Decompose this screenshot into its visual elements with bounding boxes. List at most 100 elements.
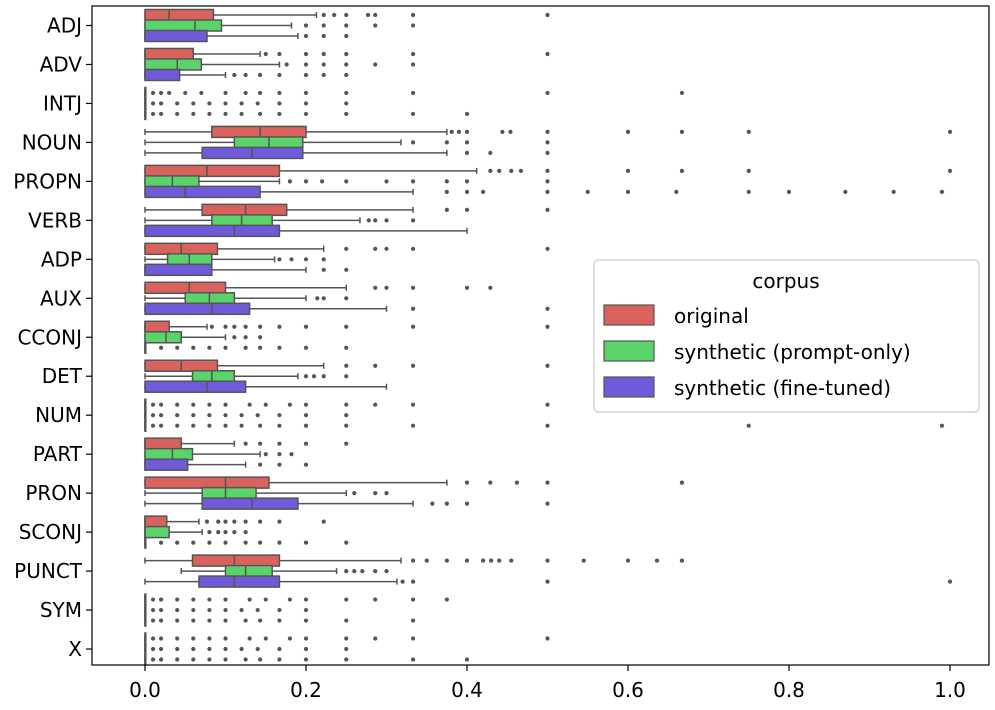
flier-synthetic-prompt-only-num-3 <box>191 413 196 418</box>
flier-synthetic-fine-tuned-sym-4 <box>207 618 212 623</box>
flier-synthetic-fine-tuned-pron-2 <box>464 501 470 506</box>
flier-original-noun-0 <box>449 129 454 135</box>
box-synthetic-prompt-only-intj <box>144 97 349 110</box>
flier-synthetic-prompt-only-sconj-0 <box>207 530 212 535</box>
flier-original-punct-10 <box>625 558 631 563</box>
flier-synthetic-fine-tuned-x-2 <box>175 657 180 662</box>
flier-original-pron-2 <box>514 480 520 485</box>
flier-synthetic-fine-tuned-noun-2 <box>545 150 550 156</box>
flier-synthetic-prompt-only-x-8 <box>277 646 282 652</box>
box-synthetic-prompt-only-sconj <box>144 525 248 539</box>
flier-original-x-6 <box>247 636 252 641</box>
flier-original-punct-7 <box>509 558 514 563</box>
flier-synthetic-fine-tuned-cconj-2 <box>191 345 196 350</box>
flier-synthetic-prompt-only-intj-7 <box>255 101 260 106</box>
flier-synthetic-prompt-only-det-1 <box>311 374 317 379</box>
flier-synthetic-prompt-only-adv-3 <box>344 62 349 67</box>
flier-synthetic-fine-tuned-noun-0 <box>464 150 470 156</box>
flier-original-sym-8 <box>287 597 292 602</box>
flier-synthetic-prompt-only-adj-0 <box>303 23 309 28</box>
box-original-intj <box>144 86 685 100</box>
box-synthetic-fine-tuned-adv <box>144 68 349 82</box>
flier-original-sym-3 <box>191 597 196 602</box>
flier-synthetic-fine-tuned-propn-0 <box>444 189 449 194</box>
flier-synthetic-prompt-only-x-9 <box>303 646 309 652</box>
box-synthetic-prompt-only-punct <box>180 564 389 578</box>
flier-original-sym-2 <box>175 597 180 602</box>
flier-synthetic-fine-tuned-x-8 <box>277 657 282 662</box>
legend-label-synthetic-prompt-only: synthetic (prompt-only) <box>674 340 911 364</box>
flier-synthetic-prompt-only-propn-3 <box>344 179 349 184</box>
flier-original-punct-6 <box>497 558 502 563</box>
flier-original-noun-3 <box>500 129 505 135</box>
flier-synthetic-fine-tuned-intj-7 <box>258 111 263 117</box>
flier-original-sym-6 <box>247 597 252 602</box>
flier-original-cconj-2 <box>232 324 237 329</box>
flier-original-adv-1 <box>277 51 282 57</box>
flier-original-sym-1 <box>159 597 164 602</box>
flier-synthetic-fine-tuned-sconj-5 <box>243 540 248 545</box>
y-tick-label-noun: NOUN <box>22 130 82 154</box>
flier-synthetic-fine-tuned-x-5 <box>223 657 228 662</box>
flier-original-punct-3 <box>464 558 470 563</box>
flier-synthetic-fine-tuned-cconj-1 <box>175 345 180 350</box>
box-synthetic-fine-tuned-part <box>144 458 309 471</box>
flier-synthetic-prompt-only-punct-4 <box>384 568 389 574</box>
flier-synthetic-fine-tuned-x-10 <box>344 657 349 662</box>
iqr-box-synthetic-prompt-only-cconj <box>144 331 182 344</box>
box-original-adj <box>144 8 550 22</box>
flier-synthetic-prompt-only-sym-0 <box>150 607 156 613</box>
flier-synthetic-prompt-only-intj-3 <box>191 101 196 106</box>
flier-synthetic-prompt-only-propn-7 <box>464 179 470 184</box>
flier-original-cconj-1 <box>223 324 228 329</box>
flier-original-intj-7 <box>258 90 263 96</box>
box-synthetic-prompt-only-x <box>144 642 349 656</box>
flier-synthetic-prompt-only-x-7 <box>255 646 260 652</box>
flier-synthetic-prompt-only-num-2 <box>175 413 180 418</box>
flier-original-sconj-2 <box>223 519 228 524</box>
iqr-box-original-verb <box>201 203 288 217</box>
flier-synthetic-prompt-only-adv-2 <box>321 62 326 67</box>
flier-original-pron-0 <box>464 480 470 485</box>
flier-synthetic-fine-tuned-punct-3 <box>947 579 953 584</box>
box-synthetic-prompt-only-pron <box>144 486 389 500</box>
flier-synthetic-prompt-only-adp-0 <box>277 257 282 262</box>
iqr-box-original-punct <box>191 554 281 567</box>
flier-original-det-1 <box>373 363 378 368</box>
flier-synthetic-fine-tuned-adv-4 <box>303 72 309 78</box>
flier-original-intj-4 <box>199 90 204 96</box>
flier-synthetic-prompt-only-intj-10 <box>344 101 349 106</box>
flier-original-det-3 <box>545 363 550 368</box>
iqr-box-synthetic-fine-tuned-det <box>144 380 247 393</box>
flier-original-adj-3 <box>365 12 371 18</box>
flier-synthetic-prompt-only-pron-2 <box>384 491 389 496</box>
flier-original-aux-2 <box>410 285 416 290</box>
iqr-box-original-cconj <box>144 320 170 334</box>
flier-synthetic-fine-tuned-cconj-6 <box>258 345 263 350</box>
flier-synthetic-fine-tuned-cconj-9 <box>344 345 349 350</box>
flier-original-num-9 <box>303 402 309 407</box>
flier-synthetic-fine-tuned-cconj-8 <box>303 345 309 350</box>
x-tick-label-1: 0.2 <box>290 678 322 702</box>
flier-original-punct-5 <box>489 558 494 563</box>
flier-synthetic-fine-tuned-pron-0 <box>430 501 435 506</box>
flier-original-sym-11 <box>373 597 378 602</box>
flier-original-num-8 <box>287 402 292 407</box>
flier-synthetic-prompt-only-adv-4 <box>373 62 378 67</box>
flier-original-adp-4 <box>545 246 550 251</box>
flier-synthetic-fine-tuned-adj-2 <box>344 33 349 39</box>
flier-original-sym-12 <box>410 597 416 602</box>
flier-synthetic-fine-tuned-adj-0 <box>303 33 309 39</box>
flier-original-noun-4 <box>508 129 513 135</box>
flier-original-propn-4 <box>545 168 550 173</box>
flier-synthetic-fine-tuned-x-3 <box>191 657 196 662</box>
flier-original-punct-1 <box>424 558 429 563</box>
flier-synthetic-fine-tuned-adv-6 <box>344 72 349 78</box>
flier-original-punct-0 <box>410 558 416 563</box>
flier-synthetic-fine-tuned-sym-3 <box>191 618 196 623</box>
flier-synthetic-fine-tuned-sym-0 <box>150 618 156 623</box>
flier-synthetic-fine-tuned-sym-10 <box>344 618 349 623</box>
flier-synthetic-fine-tuned-intj-1 <box>159 111 164 117</box>
flier-original-num-2 <box>175 402 180 407</box>
